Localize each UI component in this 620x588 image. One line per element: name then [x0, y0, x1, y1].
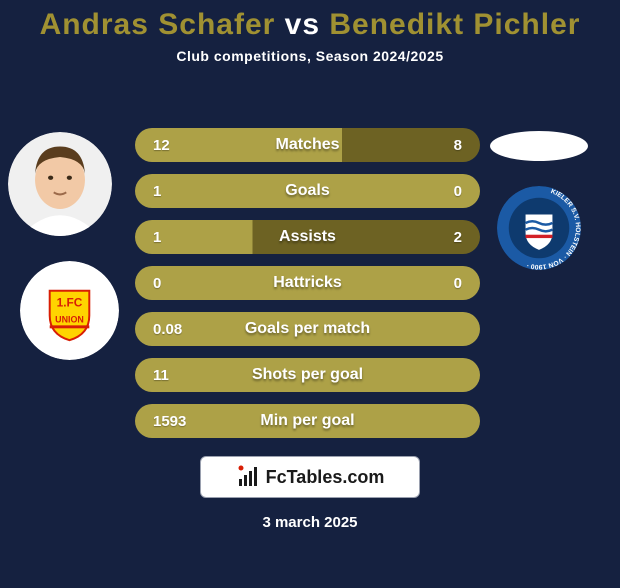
- stat-right-value: 2: [454, 229, 462, 246]
- title-p1: Andras Schafer: [40, 8, 276, 41]
- stat-left-value: 1: [153, 229, 161, 246]
- stat-label: Matches: [135, 136, 480, 154]
- stat-right-value: 0: [454, 183, 462, 200]
- stat-row: 1Goals0: [135, 174, 480, 208]
- club1-svg: 1.FC UNION: [20, 261, 119, 360]
- stat-row: 1Assists2: [135, 220, 480, 254]
- branding-badge[interactable]: FcTables.com: [200, 456, 420, 498]
- stat-label: Hattricks: [135, 274, 480, 292]
- club1-badge: 1.FC UNION: [20, 261, 119, 360]
- stat-row: 11Shots per goal: [135, 358, 480, 392]
- club2-svg: KIELER S.V. HOLSTEIN · VON 1900 ·: [497, 186, 581, 270]
- club2-badge: KIELER S.V. HOLSTEIN · VON 1900 ·: [497, 186, 581, 270]
- player2-avatar: [490, 131, 588, 161]
- stat-label: Shots per goal: [135, 366, 480, 384]
- stat-label: Min per goal: [135, 412, 480, 430]
- player1-avatar: [8, 132, 112, 236]
- stat-left-value: 0: [153, 275, 161, 292]
- chart-icon: [236, 465, 260, 489]
- date-line: 3 march 2025: [0, 514, 620, 531]
- stat-left-value: 11: [153, 367, 169, 384]
- stat-row: 0.08Goals per match: [135, 312, 480, 346]
- stat-row: 12Matches8: [135, 128, 480, 162]
- stat-left-value: 1593: [153, 413, 186, 430]
- page-title: Andras Schafer vs Benedikt Pichler: [0, 8, 620, 42]
- stat-right-value: 8: [454, 137, 462, 154]
- stat-label: Assists: [135, 228, 480, 246]
- stat-left-value: 0.08: [153, 321, 182, 338]
- stat-row: 1593Min per goal: [135, 404, 480, 438]
- svg-text:1.FC: 1.FC: [57, 296, 83, 310]
- title-vs: vs: [275, 8, 329, 41]
- stat-left-value: 1: [153, 183, 161, 200]
- title-p2: Benedikt Pichler: [329, 8, 580, 41]
- stat-label: Goals per match: [135, 320, 480, 338]
- brand-text: FcTables.com: [266, 467, 385, 488]
- stats-area: 12Matches81Goals01Assists20Hattricks00.0…: [135, 128, 480, 450]
- svg-text:UNION: UNION: [55, 314, 84, 324]
- stat-left-value: 12: [153, 137, 170, 154]
- stat-row: 0Hattricks0: [135, 266, 480, 300]
- stat-right-value: 0: [454, 275, 462, 292]
- player1-face-svg: [8, 132, 112, 236]
- subtitle: Club competitions, Season 2024/2025: [0, 48, 620, 64]
- stat-label: Goals: [135, 182, 480, 200]
